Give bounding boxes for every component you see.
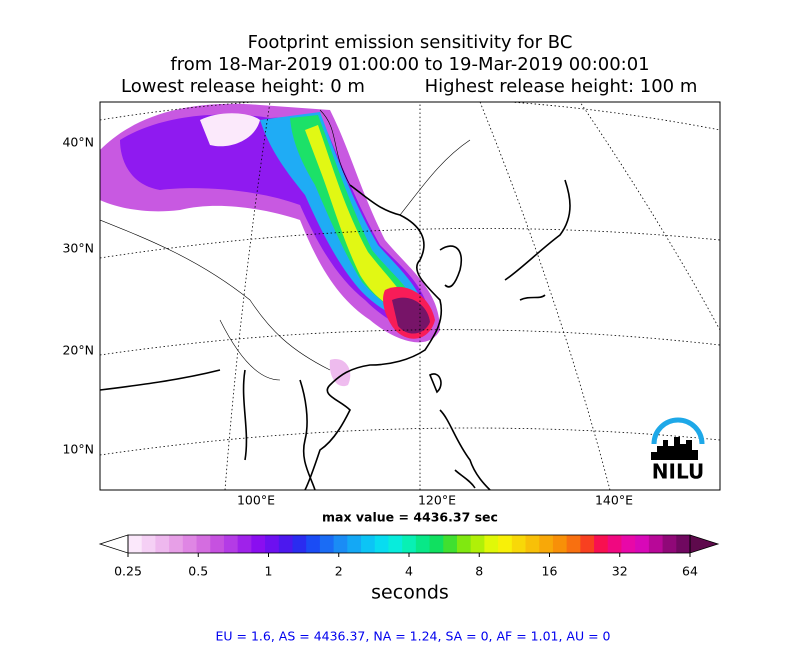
title-line: from 18-Mar-2019 01:00:00 to 19-Mar-2019… <box>170 54 649 75</box>
colorbar-segment <box>525 535 540 553</box>
colorbar-under <box>98 534 129 554</box>
colorbar-segment <box>306 535 321 553</box>
colorbar-segment <box>429 535 444 553</box>
colorbar-segment <box>402 535 417 553</box>
colorbar-over <box>689 534 720 554</box>
colorbar-segment <box>319 535 335 553</box>
nilu-logo: NILU <box>651 417 705 484</box>
plume <box>100 103 440 387</box>
colorbar-segment <box>196 535 211 553</box>
colorbar-tick-label: 16 <box>542 564 558 579</box>
colorbar-segment <box>141 535 156 553</box>
colorbar-segment <box>278 535 293 553</box>
colorbar-segment <box>676 535 691 553</box>
graticule <box>100 102 720 490</box>
colorbar-segment <box>210 535 225 553</box>
colorbar-segment <box>648 535 664 553</box>
title-line: Footprint emission sensitivity for BC <box>248 32 573 53</box>
colorbar-tick-label: 64 <box>682 564 698 579</box>
lat-label: 30°N <box>62 241 94 256</box>
coastlines <box>100 179 571 490</box>
colorbar-segment <box>292 535 307 553</box>
map <box>100 102 720 490</box>
colorbar: 0.25 0.5 1 2 4 8 16 32 64 <box>98 534 720 579</box>
colorbar-segment <box>635 535 650 553</box>
colorbar-segment <box>361 535 376 553</box>
colorbar-segment <box>223 535 239 553</box>
max-value: max value = 4436.37 sec <box>322 510 498 525</box>
colorbar-segment <box>498 535 513 553</box>
colorbar-segment <box>155 535 170 553</box>
colorbar-segment <box>374 535 389 553</box>
colorbar-label: seconds <box>371 582 449 604</box>
colorbar-tick-label: 1 <box>265 564 273 579</box>
colorbar-segment <box>251 535 266 553</box>
lat-label: 20°N <box>62 343 94 358</box>
colorbar-segment <box>484 535 499 553</box>
colorbar-segment <box>607 535 622 553</box>
colorbar-segment <box>333 535 348 553</box>
colorbar-segment <box>511 535 527 553</box>
title-line: Lowest release height: 0 m <box>121 76 365 97</box>
colorbar-segment <box>470 535 485 553</box>
colorbar-tick-label: 8 <box>475 564 483 579</box>
lon-label: 100°E <box>237 493 275 508</box>
colorbar-segment <box>621 535 636 553</box>
colorbar-segment <box>594 535 609 553</box>
lat-label: 40°N <box>62 135 94 150</box>
colorbar-segment <box>662 535 677 553</box>
colorbar-segment <box>265 535 280 553</box>
colorbar-segment <box>128 535 143 553</box>
colorbar-segment <box>456 535 472 553</box>
colorbar-tick-label: 4 <box>405 564 413 579</box>
colorbar-segment <box>443 535 458 553</box>
title-line: Highest release height: 100 m <box>425 76 698 97</box>
colorbar-tick-label: 0.25 <box>114 564 142 579</box>
colorbar-segment <box>388 535 403 553</box>
colorbar-segment <box>566 535 581 553</box>
footer: EU = 1.6, AS = 4436.37, NA = 1.24, SA = … <box>216 629 611 644</box>
colorbar-tick-label: 32 <box>612 564 628 579</box>
colorbar-segment <box>347 535 362 553</box>
colorbar-segment <box>552 535 568 553</box>
colorbar-segment <box>580 535 595 553</box>
lat-label: 10°N <box>62 442 94 457</box>
colorbar-segment <box>169 535 184 553</box>
colorbar-segment <box>539 535 554 553</box>
colorbar-segment <box>237 535 252 553</box>
colorbar-segment <box>182 535 198 553</box>
map-frame <box>99 101 721 491</box>
logo-text: NILU <box>652 460 704 484</box>
lon-label: 120°E <box>418 493 456 508</box>
colorbar-tick-label: 0.5 <box>188 564 208 579</box>
colorbar-segment <box>415 535 431 553</box>
colorbar-tick-label: 2 <box>335 564 343 579</box>
lon-label: 140°E <box>595 493 633 508</box>
borders <box>100 109 471 381</box>
